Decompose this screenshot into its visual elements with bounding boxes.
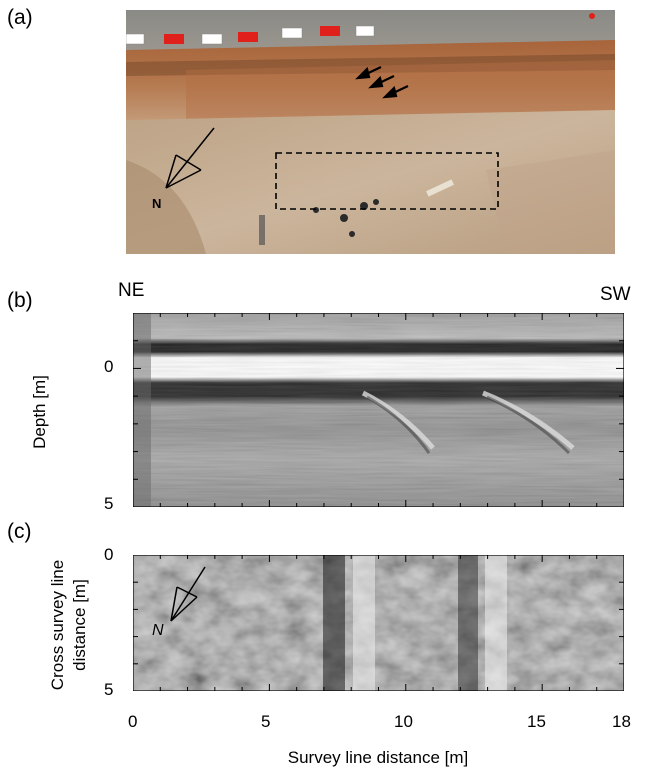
excavation-photo: N bbox=[126, 10, 615, 254]
x-axis-title: Survey line distance [m] bbox=[287, 748, 469, 767]
depth-slice-plot bbox=[133, 555, 624, 691]
y-axis-title-c-line1: Cross survey line bbox=[48, 559, 67, 691]
y-axis-title-c-line2: distance [m] bbox=[70, 579, 89, 671]
direction-sw: SW bbox=[600, 284, 631, 305]
y-tick-b-0: 0 bbox=[104, 357, 114, 376]
direction-ne: NE bbox=[118, 280, 145, 301]
y-tick-b-5: 5 bbox=[104, 494, 114, 513]
photo-drawing bbox=[126, 10, 615, 254]
y-axis-title-b: Depth [m] bbox=[30, 375, 49, 449]
x-tick-0: 0 bbox=[128, 712, 138, 731]
panel-label-a: (a) bbox=[7, 6, 33, 29]
x-tick-5: 5 bbox=[261, 712, 271, 731]
north-label-c: N bbox=[152, 622, 164, 639]
north-label-a: N bbox=[152, 196, 162, 211]
y-tick-c-5: 5 bbox=[104, 680, 114, 699]
y-tick-c-0: 0 bbox=[104, 545, 114, 564]
panel-label-c: (c) bbox=[7, 520, 32, 543]
radargram-plot bbox=[133, 313, 624, 507]
x-tick-18: 18 bbox=[612, 712, 631, 731]
panel-label-b: (b) bbox=[7, 289, 33, 312]
x-tick-10: 10 bbox=[394, 712, 413, 731]
x-tick-15: 15 bbox=[527, 712, 546, 731]
